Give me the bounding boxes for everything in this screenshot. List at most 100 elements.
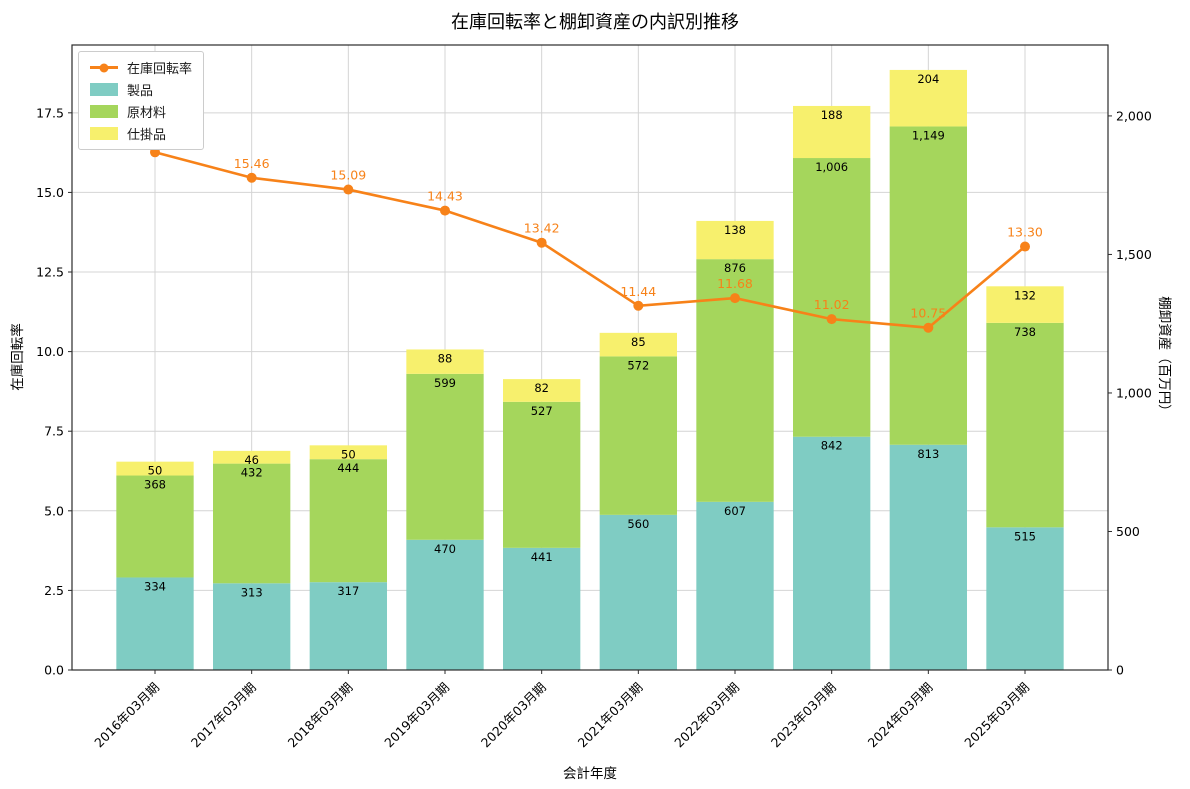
legend-line-swatch [90,63,118,72]
legend-label: 原材料 [127,106,167,121]
bar-value-label: 572 [627,358,649,372]
line-value-label: 10.75 [910,306,946,321]
bar-value-label: 813 [917,447,939,461]
y-left-tick-label: 2.5 [44,583,64,598]
bar-value-label: 334 [144,579,166,593]
bar-value-label: 527 [531,404,553,418]
line-value-label: 11.44 [620,284,656,299]
bar-segment [309,459,387,583]
bar-value-label: 85 [631,335,646,349]
bar-segment [503,547,581,670]
legend-patch-swatch [90,105,118,118]
y-right-axis-label: 棚卸資産（百万円） [1156,296,1172,418]
x-tick-label: 2025年03月期 [961,680,1032,751]
bar-segment [599,356,677,515]
bar-value-label: 50 [341,447,356,461]
bar-value-label: 138 [724,223,746,237]
x-axis-label: 会計年度 [563,766,617,782]
bar-segment [116,461,194,476]
x-tick-label: 2021年03月期 [575,680,646,751]
line-marker [440,205,450,216]
x-tick-label: 2024年03月期 [865,680,936,751]
bar-segment [696,220,774,260]
line-marker [923,322,934,333]
chart-title: 在庫回転率と棚卸資産の内訳別推移 [451,12,739,33]
y-right-tick-label: 2,000 [1116,108,1152,123]
bar-segment [309,445,387,460]
bar-segment [889,69,967,127]
bar-value-label: 842 [821,439,843,453]
y-right-tick-label: 0 [1116,663,1124,678]
legend-marker-dot [99,63,109,72]
y-left-tick-label: 12.5 [36,265,64,280]
bar-value-label: 317 [337,584,359,598]
bar-value-label: 560 [627,517,649,531]
bar-segment [986,322,1064,528]
bar-segment [503,401,581,548]
legend-label: 在庫回転率 [127,62,193,77]
bar-value-label: 444 [337,461,359,475]
y-right-tick-label: 1,500 [1116,247,1152,262]
bar-segment [116,577,194,670]
line-value-label: 15.09 [330,168,366,183]
legend-label: 製品 [127,84,154,99]
bar-value-label: 313 [241,585,263,599]
bar-segment [406,539,484,670]
line-marker [826,314,837,325]
x-tick-label: 2019年03月期 [381,680,452,751]
y-left-tick-label: 5.0 [44,503,64,518]
x-tick-label: 2016年03月期 [91,680,162,751]
bar-value-label: 188 [821,108,843,122]
bar-segment [503,379,581,402]
line-marker [536,237,547,248]
bar-value-label: 1,006 [815,160,848,174]
bar-segment [116,475,194,578]
bar-segment [406,373,484,540]
bar-segment [889,444,967,670]
line-value-label: 11.02 [814,297,850,312]
line-value-label: 11.68 [717,276,753,291]
bar-segment [213,463,291,584]
legend-item: 在庫回転率 [90,59,193,77]
legend: 在庫回転率製品原材料仕掛品 [78,51,205,150]
legend-patch-swatch [90,127,118,140]
y-right-tick-label: 500 [1116,524,1140,539]
bar-value-label: 88 [438,351,453,365]
bar-segment [793,158,871,437]
plot-border [71,44,1109,671]
line-marker [343,184,354,195]
line-marker [1020,241,1030,252]
bar-value-label: 738 [1014,325,1036,339]
bar-segment [309,582,387,670]
bar-value-label: 1,149 [912,128,945,142]
line-value-label: 15.46 [234,156,270,171]
bar-segment [406,349,484,374]
y-left-tick-label: 17.5 [36,105,64,120]
x-tick-label: 2022年03月期 [671,680,742,751]
line-value-label: 13.42 [524,221,560,236]
legend-patch-swatch [90,83,118,96]
bar-value-label: 204 [917,72,939,86]
bar-segment [793,105,871,159]
bar-segment [599,332,677,357]
line-marker [246,172,257,183]
x-tick-label: 2018年03月期 [285,680,356,751]
bar-value-label: 50 [148,464,163,478]
x-tick-label: 2020年03月期 [478,680,549,751]
bar-value-label: 432 [241,466,263,480]
bar-value-label: 599 [434,376,456,390]
bar-value-label: 441 [531,550,553,564]
bar-segment [986,286,1064,323]
line-value-label: 14.43 [427,189,463,204]
bar-value-label: 876 [724,261,746,275]
bar-value-label: 132 [1014,288,1036,302]
turnover-line [154,151,1026,330]
bar-value-label: 607 [724,504,746,518]
bar-segment [889,126,967,445]
y-left-tick-label: 7.5 [44,424,64,439]
line-value-label: 13.30 [1007,225,1043,240]
legend-label: 仕掛品 [127,128,167,143]
legend-item: 製品 [90,81,192,99]
